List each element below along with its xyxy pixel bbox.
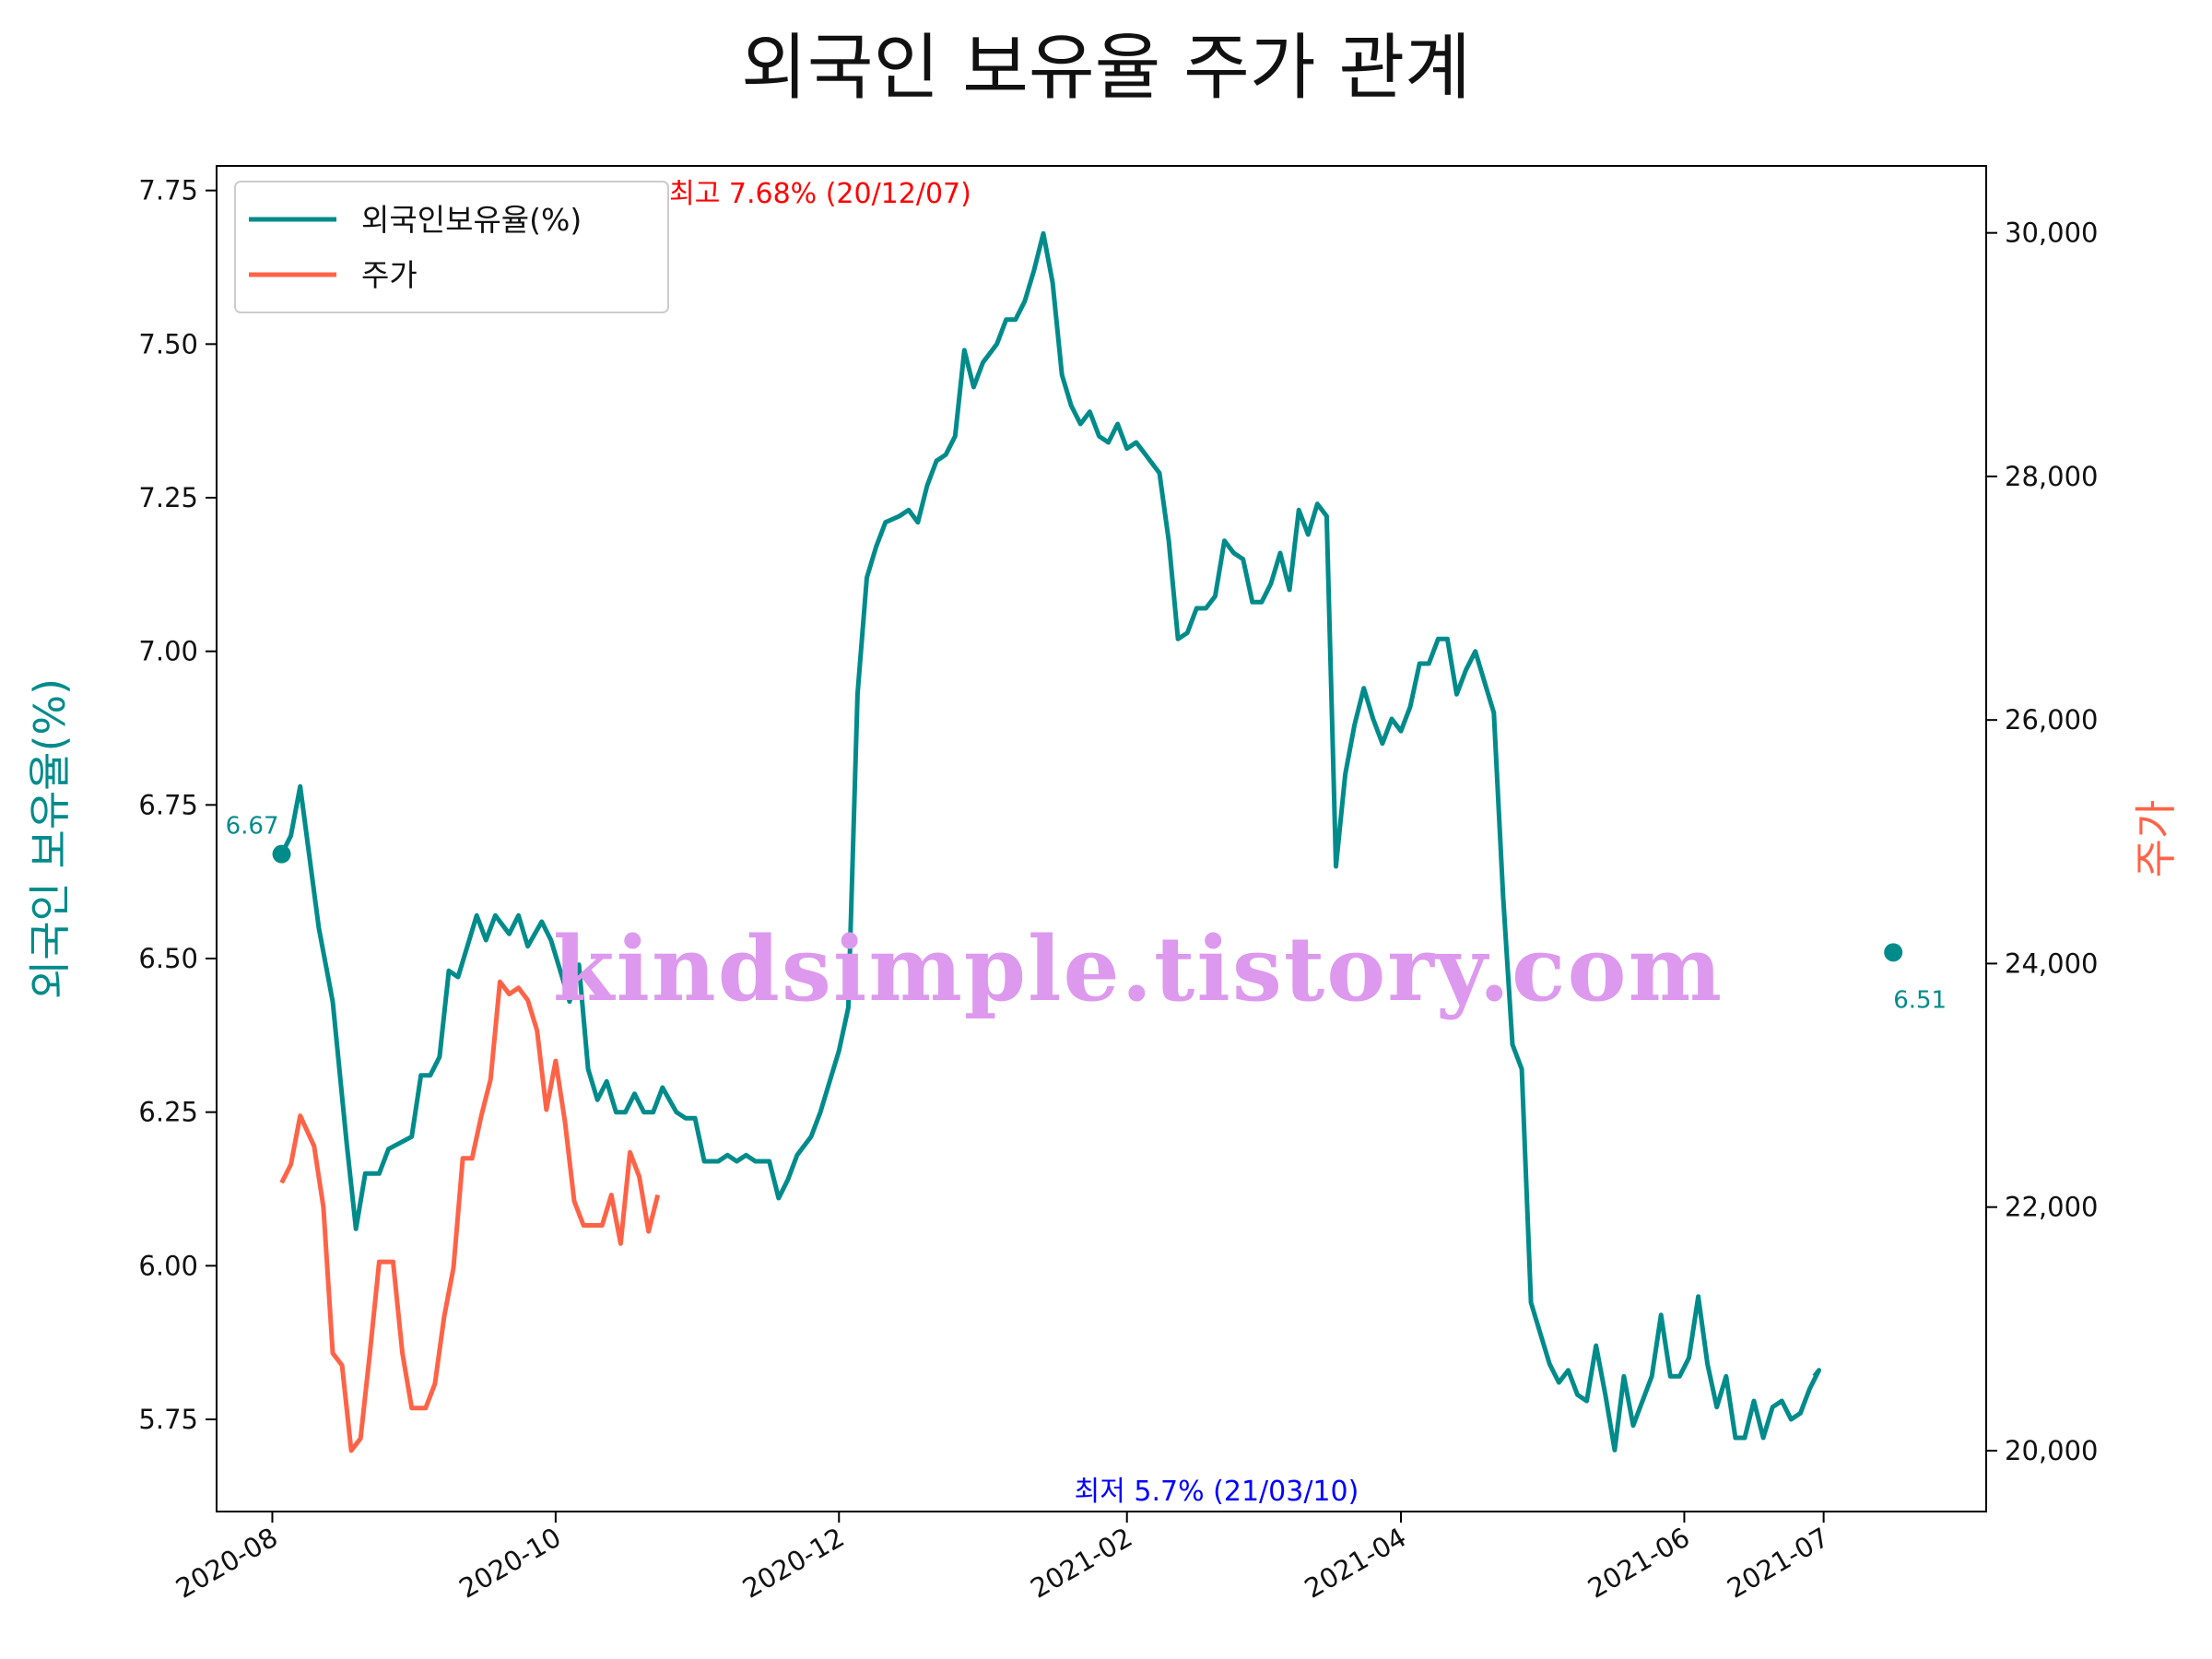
annotations-group: 최고 7.68% (20/12/07) 최저 5.7% (21/03/10) 6…: [226, 178, 1947, 1508]
start-point-marker: [272, 844, 291, 864]
foreign-series-group: [272, 230, 1903, 1453]
y-left-axis-title: 외국인 보유율(%): [25, 678, 75, 999]
x-tick-label: 2021-04: [1300, 1522, 1412, 1605]
x-axis: 2020-08 2020-10 2020-12 2021-02 2021-04 2021-…: [171, 1512, 1834, 1605]
legend-box: [234, 181, 669, 313]
y-left-tick-label: 6.50: [138, 943, 198, 974]
low-annotation: 최저 5.7% (21/03/10): [1075, 1476, 1359, 1508]
legend: 외국인보유율(%) 주가: [234, 181, 669, 313]
end-value-label: 6.51: [1893, 986, 1947, 1014]
y-right-tick-label: 20,000: [2005, 1435, 2098, 1466]
start-value-label: 6.67: [226, 813, 279, 841]
legend-label-price: 주가: [361, 257, 418, 293]
y-right-tick-label: 30,000: [2005, 218, 2098, 249]
y-right-tick-label: 26,000: [2005, 704, 2098, 735]
price-series-group: [279, 979, 661, 1453]
y-right-axis: 20,000 22,000 24,000 26,000 28,000 30,000: [1986, 218, 2098, 1466]
price-series-line: [279, 979, 661, 1453]
end-point-marker: [1884, 943, 1903, 962]
y-left-tick-label: 6.25: [138, 1097, 198, 1128]
watermark-text: kindsimple.tistory.com: [553, 917, 1724, 1021]
x-tick-label: 2021-07: [1722, 1522, 1834, 1605]
x-tick-label: 2020-08: [171, 1522, 283, 1605]
high-annotation: 최고 7.68% (20/12/07): [669, 178, 971, 210]
y-right-tick-label: 28,000: [2005, 461, 2098, 492]
y-left-tick-label: 6.00: [138, 1250, 198, 1281]
x-tick-label: 2020-12: [737, 1522, 850, 1605]
y-left-tick-label: 7.75: [138, 175, 198, 206]
y-left-tick-label: 7.25: [138, 482, 198, 513]
x-tick-label: 2021-02: [1025, 1522, 1137, 1605]
legend-label-foreign: 외국인보유율(%): [361, 202, 582, 238]
y-right-tick-label: 22,000: [2005, 1192, 2098, 1223]
y-left-tick-label: 7.50: [138, 328, 198, 359]
y-left-tick-label: 7.00: [138, 636, 198, 667]
y-right-axis-title: 주가: [2131, 800, 2181, 878]
plot-frame: [216, 165, 1987, 1512]
x-tick-label: 2021-06: [1583, 1522, 1695, 1605]
y-right-tick-label: 24,000: [2005, 947, 2098, 979]
foreign-series-line: [279, 230, 1822, 1453]
y-left-axis: 5.75 6.00 6.25 6.50 6.75 7.00 7.25 7.50 7.75: [138, 175, 217, 1435]
y-left-tick-label: 6.75: [138, 789, 198, 820]
chart-title: 외국인 보유율 주가 관계: [741, 27, 1471, 110]
y-left-tick-label: 5.75: [138, 1404, 198, 1435]
x-tick-label: 2020-10: [453, 1522, 566, 1605]
